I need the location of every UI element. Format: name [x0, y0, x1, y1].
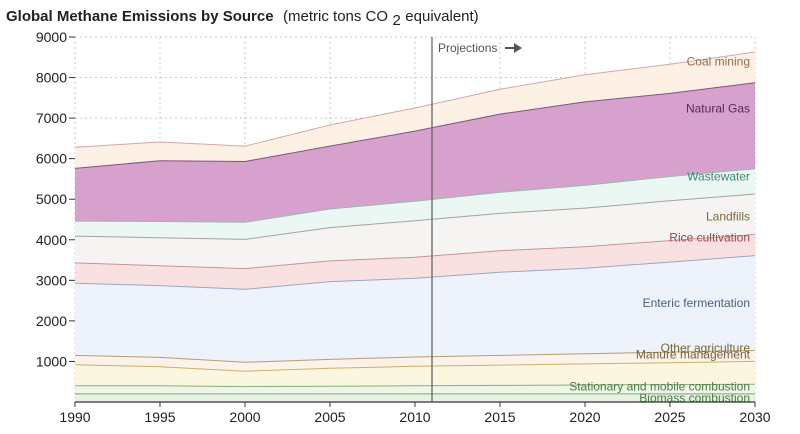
y-tick-label: 3000 — [36, 272, 67, 288]
y-tick-label: 6000 — [36, 151, 67, 167]
line-wastewater — [74, 168, 756, 223]
line-stationary-and-mobile-combustion — [75, 383, 756, 388]
area-enteric-fermentation — [75, 255, 755, 363]
projection-label: Projections — [438, 41, 497, 55]
chart-subtitle-suffix: equivalent) — [405, 8, 478, 25]
y-tick-label: 4000 — [36, 232, 67, 248]
y-tick-label: 5000 — [36, 191, 67, 207]
series-label-manure-management: Manure management — [636, 347, 751, 361]
chart-title: Global Methane Emissions by Source (metr… — [6, 8, 479, 29]
area-rice-cultivation — [75, 234, 755, 290]
x-tick-label: 1995 — [144, 409, 175, 425]
series-label-other-agriculture: Other agriculture — [661, 341, 751, 355]
chart-title-main: Global Methane Emissions by Source — [6, 8, 274, 25]
series-label-rice-cultivation: Rice cultivation — [669, 231, 750, 245]
x-tick-label: 1990 — [59, 409, 90, 425]
series-label-coal-mining: Coal mining — [687, 54, 750, 68]
line-landfills — [74, 193, 756, 240]
area-other-agriculture — [75, 361, 755, 387]
x-tick-label: 2005 — [314, 409, 345, 425]
area-manure-management — [75, 350, 755, 372]
line-manure-management — [74, 350, 756, 363]
x-tick-label: 2010 — [399, 409, 430, 425]
y-tick-label: 2000 — [36, 313, 67, 329]
y-tick-label: 8000 — [36, 70, 67, 86]
series-label-wastewater: Wastewater — [687, 169, 750, 183]
series-label-landfills: Landfills — [706, 209, 750, 223]
area-biomass-combustion — [75, 393, 755, 402]
line-rice-cultivation — [74, 234, 756, 270]
x-tick-label: 2025 — [654, 409, 685, 425]
line-natural-gas — [74, 82, 756, 169]
chart-subtitle-sub: 2 — [393, 12, 401, 29]
series-label-natural-gas: Natural Gas — [686, 102, 750, 116]
x-tick-label: 2030 — [739, 409, 770, 425]
line-enteric-fermentation — [74, 255, 756, 290]
line-coal-mining — [74, 51, 756, 148]
area-coal-mining — [75, 52, 755, 169]
projection-marker: Projections — [431, 37, 522, 402]
y-tick-label: 9000 — [36, 29, 67, 45]
x-tick-label: 2000 — [229, 409, 260, 425]
chart-subtitle-prefix: (metric tons CO — [283, 8, 388, 25]
series-label-stationary-and-mobile-combustion: Stationary and mobile combustion — [569, 380, 750, 394]
axes: 1000 2000 3000 4000 5000 6000 7000 8000 9000 1990… — [36, 29, 771, 425]
series-label-enteric-fermentation: Enteric fermentation — [643, 296, 750, 310]
line-other-agriculture — [74, 360, 756, 372]
projection-arrowhead-icon — [514, 43, 522, 53]
x-tick-label: 2015 — [484, 409, 515, 425]
area-boundaries — [74, 51, 756, 395]
area-landfills — [75, 194, 755, 269]
area-natural-gas — [75, 82, 755, 223]
area-wastewater — [75, 168, 755, 240]
y-tick-label: 1000 — [36, 353, 67, 369]
x-tick-label: 2020 — [569, 409, 600, 425]
y-tick-label: 7000 — [36, 110, 67, 126]
